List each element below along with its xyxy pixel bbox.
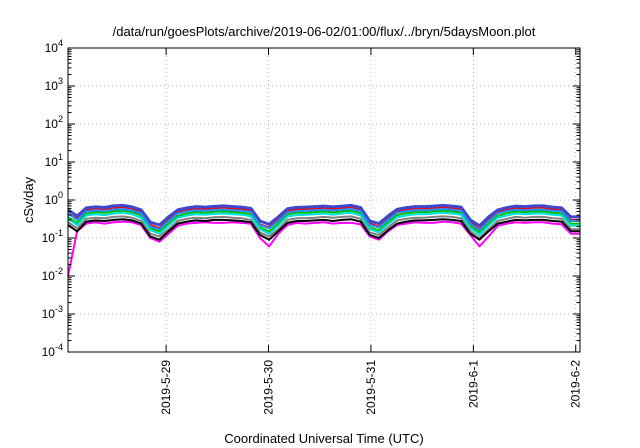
ticks: 10-4 10-3 10-2 10-1 100 101 102 103 104 2019-5-29… [42,38,583,415]
series-group [67,203,580,277]
x-tick-label: 2019-6-1 [466,360,480,408]
y-tick-label: 103 [45,76,63,93]
x-tick-label: 2019-6-2 [569,360,583,408]
series-line [67,209,580,234]
y-tick-label: 10-3 [42,304,63,321]
series-line [67,206,580,231]
x-tick-label: 2019-5-30 [262,360,276,415]
y-tick-label: 101 [45,152,63,169]
grid [68,48,580,352]
series-line [67,203,580,228]
y-tick-label: 10-1 [42,228,63,245]
y-tick-label: 102 [45,114,63,131]
y-tick-label: 10-4 [42,342,63,359]
chart-title: /data/run/goesPlots/archive/2019-06-02/0… [113,24,536,39]
series-line [67,220,580,277]
y-axis-label: cSv/day [21,176,36,223]
series-line [67,211,580,236]
y-tick-label: 104 [45,38,63,55]
y-tick-label: 100 [45,190,63,207]
y-tick-label: 10-2 [42,266,63,283]
series-line [67,218,580,241]
x-axis-label: Coordinated Universal Time (UTC) [224,431,423,446]
x-tick-label: 2019-5-29 [159,360,173,415]
x-tick-label: 2019-5-31 [364,360,378,415]
series-line [67,208,580,232]
series-line [67,215,580,239]
